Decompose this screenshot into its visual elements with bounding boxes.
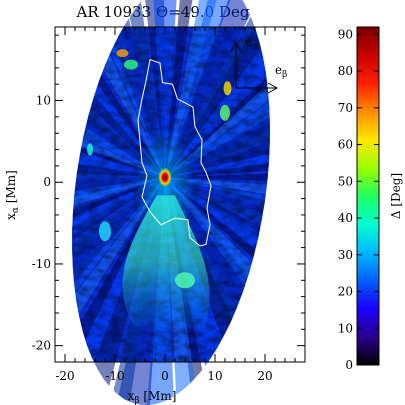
e-alpha-label: eα [245,35,258,52]
colorbar-tick-label: 90 [338,27,353,41]
edge-hotspot [175,272,195,289]
y-tick-label: -10 [32,257,51,271]
y-axis-label: xα [Mm] [4,170,21,220]
e-alpha-arrowhead [230,40,242,53]
edge-hotspots [87,49,232,289]
e-beta-label: eβ [275,63,287,80]
umbra-contour [137,59,212,247]
edge-hotspot [116,49,129,58]
colorbar-tick-label: 10 [338,321,353,335]
x-ticks: -20 -10 0 10 20 [54,27,306,383]
plot-frame [54,26,306,363]
x-tick-label: 10 [207,369,222,383]
e-beta-arrowhead [267,82,279,94]
colorbar-tick-label: 40 [338,211,353,225]
x-tick-label: 20 [257,369,272,383]
y-tick-label: 10 [36,94,51,108]
colorbar-tick-label: 20 [338,285,353,299]
core-hotspot [158,167,172,188]
colorbar-ticks: 0 10 20 30 40 50 60 70 80 90 [338,27,379,372]
x-tick-label: -20 [55,369,74,383]
colorbar-tick-label: 80 [338,64,353,78]
y-tick-label: -20 [32,339,51,353]
southern-plume [122,195,210,328]
colorbar-label: Δ [Deg] [389,173,403,219]
y-ticks: -20 -10 0 10 [32,34,305,363]
edge-hotspot [220,104,230,121]
direction-arrows: eα eβ [230,35,287,94]
y-tick-label: 0 [43,175,51,189]
colorbar-tick-label: 30 [338,248,353,262]
x-tick-label: 0 [161,369,169,383]
x-axis-label: xβ [Mm] [128,389,177,405]
x-tick-label: -10 [105,369,124,383]
edge-hotspot [124,59,138,70]
colorbar-tick-label: 0 [345,358,353,372]
colorbar-tick-label: 60 [338,138,353,152]
edge-hotspot [87,143,93,156]
colorbar-tick-label: 70 [338,101,353,115]
edge-hotspot [223,81,232,96]
colorbar-tick-label: 50 [338,174,353,188]
edge-hotspot [99,221,111,242]
colorbar [356,26,380,366]
